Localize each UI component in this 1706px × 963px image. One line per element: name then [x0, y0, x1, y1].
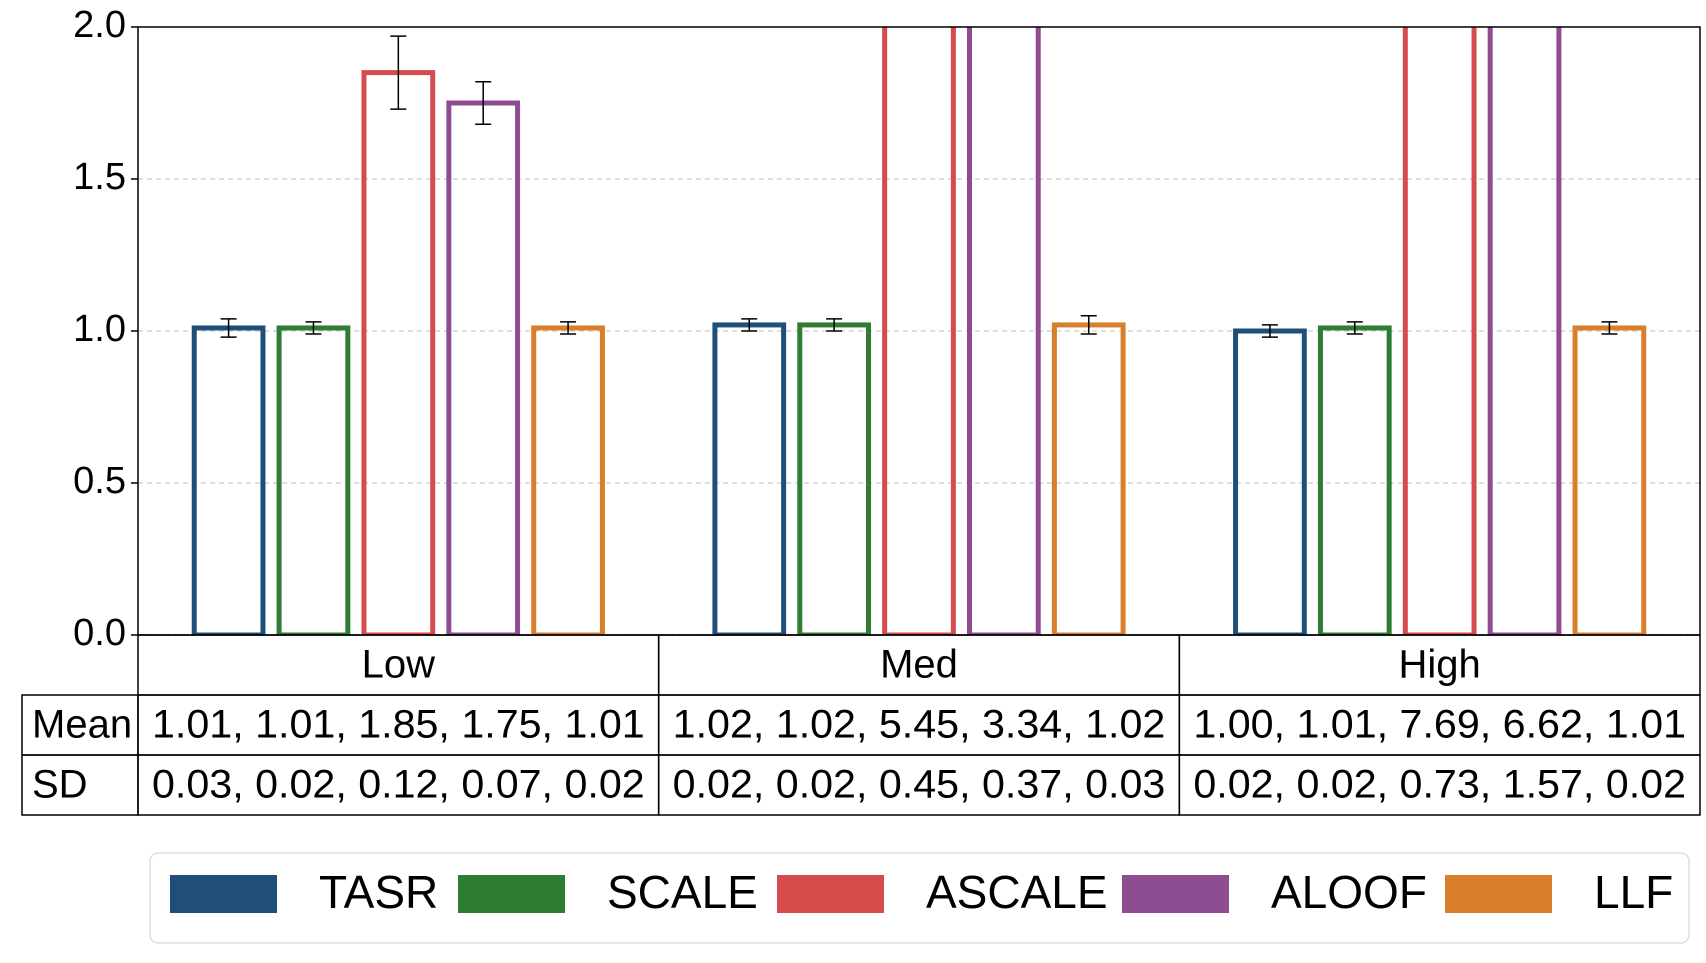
y-tick-label: 1.5 [73, 156, 126, 198]
table-value: 0.03, 0.02, 0.12, 0.07, 0.02 [152, 763, 645, 807]
error-bar [741, 318, 758, 332]
bar [797, 322, 871, 635]
legend-label: ALOOF [1271, 866, 1427, 918]
error-bar [220, 318, 237, 338]
table-value: 0.02, 0.02, 0.73, 1.57, 0.02 [1193, 763, 1686, 807]
row-label: Mean [32, 703, 132, 747]
y-tick-label: 0.5 [73, 460, 126, 502]
table-value: 0.02, 0.02, 0.45, 0.37, 0.03 [673, 763, 1166, 807]
x-tick-label: High [1399, 643, 1481, 687]
table-value: 1.00, 1.01, 7.69, 6.62, 1.01 [1193, 703, 1686, 747]
bar [1487, 27, 1562, 635]
y-tick-label: 1.0 [73, 308, 126, 350]
legend-swatch [777, 875, 884, 913]
legend-label: SCALE [607, 866, 758, 918]
bar [446, 100, 521, 635]
legend-swatch [458, 875, 565, 913]
error-bar [475, 80, 492, 126]
bar [276, 325, 351, 635]
bar [967, 27, 1041, 635]
legend-swatch [1122, 875, 1229, 913]
error-bar [390, 35, 407, 110]
legend: TASR SCALE ASCALE ALOOF LLF [149, 852, 1690, 944]
bar [1051, 322, 1126, 635]
legend-label: LLF [1594, 866, 1673, 918]
plot-area [191, 27, 1647, 635]
error-bar [1346, 321, 1363, 335]
error-bar [560, 321, 577, 335]
x-tick-label: Med [880, 643, 958, 687]
legend-label: ASCALE [926, 866, 1108, 918]
error-bar [1080, 315, 1097, 335]
table-value: 1.02, 1.02, 5.45, 3.34, 1.02 [673, 703, 1166, 747]
bar [531, 325, 605, 635]
bar [882, 27, 956, 635]
row-label: SD [32, 763, 88, 807]
error-bar [305, 321, 322, 335]
table: Low Med High Mean 1.01, 1.01, 1.85, 1.75, 1.… [21, 634, 1701, 816]
bar [1402, 27, 1477, 635]
y-tick-label: 2.0 [73, 4, 126, 46]
bar [191, 325, 266, 635]
bar [361, 70, 436, 635]
bar [1572, 325, 1647, 635]
error-bar [1601, 321, 1618, 335]
table-value: 1.01, 1.01, 1.85, 1.75, 1.01 [152, 703, 645, 747]
error-bar [826, 318, 843, 332]
bar [712, 322, 787, 635]
legend-swatch [1445, 875, 1552, 913]
bar [1317, 325, 1392, 635]
y-tick-label: 0.0 [73, 612, 126, 654]
legend-label: TASR [319, 866, 438, 918]
table-cell [1178, 754, 1701, 816]
legend-swatch [170, 875, 277, 913]
x-tick-label: Low [362, 643, 435, 687]
error-bar [1261, 324, 1278, 338]
